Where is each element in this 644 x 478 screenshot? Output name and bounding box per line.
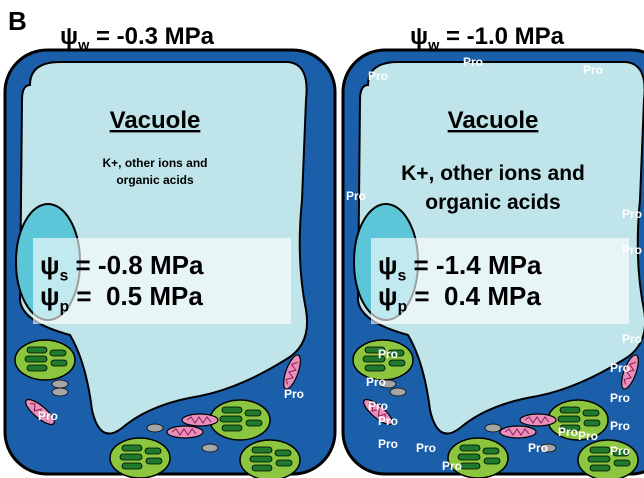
vesicle (484, 423, 502, 433)
psi-value: = -0.8 MPa (68, 250, 204, 280)
proline-label: Pro (528, 441, 548, 455)
proline-label: Pro (378, 437, 398, 451)
panel-label: B (8, 6, 27, 36)
proline-label: Pro (610, 444, 630, 458)
mitochondrion (499, 425, 537, 439)
psi-subscript: s (398, 268, 407, 285)
water-potential: ψw = -1.0 MPa (410, 23, 565, 54)
solute-text: organic acids (116, 173, 194, 187)
psi-value: = 0.5 MPa (69, 281, 203, 311)
vacuole-label: Vacuole (448, 107, 539, 134)
proline-label: Pro (368, 69, 388, 83)
vesicle (51, 387, 69, 397)
proline-label: Pro (284, 387, 304, 401)
proline-label: Pro (38, 409, 58, 423)
psi-symbol: ψ (378, 250, 398, 280)
proline-label: Pro (366, 375, 386, 389)
mitochondrion (181, 413, 219, 427)
proline-label: Pro (610, 419, 630, 433)
proline-label: Pro (622, 243, 642, 257)
proline-label: Pro (583, 63, 603, 77)
solute-potential: ψs = -0.8 MPa (40, 250, 204, 285)
vacuole-label: Vacuole (110, 107, 201, 134)
solute-text: K+, other ions and (102, 156, 207, 170)
vesicle (201, 443, 219, 453)
vesicle (539, 443, 557, 453)
chloroplast (109, 437, 171, 478)
psi-subscript: p (398, 299, 408, 316)
proline-label: Pro (378, 414, 398, 428)
psi-value: = -1.0 MPa (439, 23, 564, 50)
proline-label: Pro (346, 189, 366, 203)
vesicle (51, 379, 69, 389)
water-potential: ψw = -0.3 MPa (60, 23, 215, 54)
proline-label: Pro (622, 332, 642, 346)
proline-label: Pro (463, 55, 483, 69)
proline-label: Pro (442, 459, 462, 473)
proline-label: Pro (416, 441, 436, 455)
psi-symbol: ψ (40, 281, 60, 311)
psi-symbol: ψ (40, 250, 60, 280)
chloroplast (14, 339, 76, 381)
solute-potential: ψs = -1.4 MPa (378, 250, 542, 285)
psi-value: = 0.4 MPa (407, 281, 541, 311)
psi-subscript: w (427, 38, 440, 54)
pressure-potential: ψp = 0.5 MPa (40, 281, 203, 316)
psi-symbol: ψ (410, 23, 428, 50)
proline-label: Pro (378, 347, 398, 361)
proline-label: Pro (558, 425, 578, 439)
psi-value: = -0.3 MPa (89, 23, 214, 50)
vesicle (146, 423, 164, 433)
psi-symbol: ψ (378, 281, 398, 311)
psi-subscript: w (77, 38, 90, 54)
psi-value: = -1.4 MPa (406, 250, 542, 280)
proline-label: Pro (610, 391, 630, 405)
proline-label: Pro (610, 361, 630, 375)
vesicle (379, 379, 397, 389)
label-box (371, 238, 629, 324)
vesicle (389, 387, 407, 397)
psi-subscript: p (60, 299, 70, 316)
mitochondrion (166, 425, 204, 439)
pressure-potential: ψp = 0.4 MPa (378, 281, 541, 316)
proline-label: Pro (368, 399, 388, 413)
chloroplast (209, 399, 271, 441)
mitochondrion (519, 413, 557, 427)
psi-symbol: ψ (60, 23, 78, 50)
solute-text: organic acids (425, 191, 560, 214)
proline-label: Pro (622, 207, 642, 221)
psi-subscript: s (60, 268, 69, 285)
proline-label: Pro (578, 429, 598, 443)
solute-text: K+, other ions and (401, 162, 585, 185)
chloroplast (239, 439, 301, 478)
label-box (33, 238, 291, 324)
